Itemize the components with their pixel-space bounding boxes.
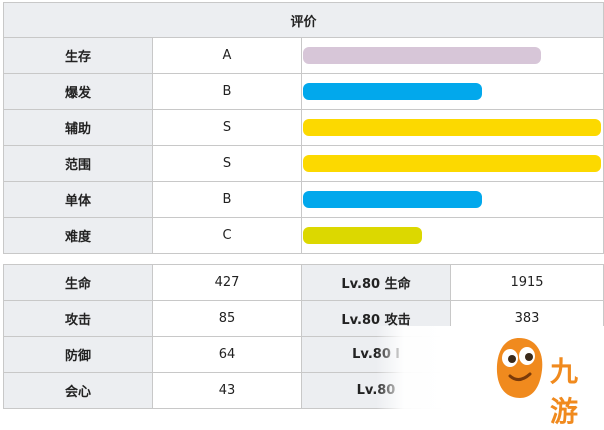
rating-row: 范围 S [3,145,604,182]
rating-grade: B [152,181,302,218]
stat-label: 会心 [3,372,153,409]
rating-header: 评价 [2,2,604,38]
stat-lv80-label: Lv.80 生命 [301,264,451,301]
stat-lv80-value: 1915 [450,264,604,301]
watermark: 九游 [376,326,604,428]
rating-label: 辅助 [3,109,153,146]
rating-bar [303,227,422,244]
stat-label: 防御 [3,336,153,373]
rating-bar-cell [300,73,604,110]
rating-label: 难度 [3,217,153,254]
watermark-fade [376,326,604,415]
rating-grade: C [152,217,302,254]
rating-label: 生存 [3,37,153,74]
rating-table: 评价 生存 A 爆发 B 辅助 S 范围 S 单体 B 难度 C [2,2,604,254]
rating-row: 生存 A [3,37,604,74]
stat-value: 427 [152,264,302,301]
rating-row: 单体 B [3,181,604,218]
stat-label: 生命 [3,264,153,301]
rating-grade: A [152,37,302,74]
rating-row: 爆发 B [3,73,604,110]
rating-bar [303,47,541,64]
stat-value: 43 [152,372,302,409]
stat-value: 85 [152,300,302,337]
rating-bar-cell [300,145,604,182]
rating-bar [303,119,601,136]
rating-bar-cell [300,109,604,146]
watermark-text: 九游 [550,355,580,428]
rating-label: 爆发 [3,73,153,110]
stats-row: 生命 427 Lv.80 生命 1915 [3,264,604,301]
rating-label: 单体 [3,181,153,218]
rating-bar [303,191,482,208]
stat-label: 攻击 [3,300,153,337]
rating-bar-cell [300,181,604,218]
stat-value: 64 [152,336,302,373]
rating-grade: B [152,73,302,110]
rating-grade: S [152,145,302,182]
mascot-logo-icon [496,338,543,398]
rating-bar-cell [300,37,604,74]
rating-row: 辅助 S [3,109,604,146]
rating-bar-cell [300,217,604,254]
rating-bar [303,83,482,100]
rating-grade: S [152,109,302,146]
rating-label: 范围 [3,145,153,182]
rating-row: 难度 C [3,217,604,254]
rating-bar [303,155,601,172]
